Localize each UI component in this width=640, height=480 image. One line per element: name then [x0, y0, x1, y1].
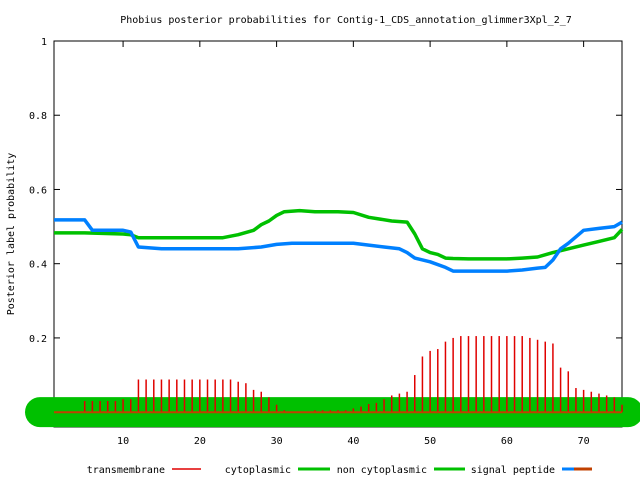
- series-signal-peptide: [54, 218, 623, 273]
- x-tick-label: 20: [194, 436, 206, 447]
- y-tick-label: 0.4: [29, 260, 47, 271]
- y-tick-label: 1: [41, 37, 47, 48]
- legend-label: transmembrane: [87, 465, 165, 476]
- series-non-cytoplasmic: [54, 208, 624, 261]
- legend-label: non cytoplasmic: [337, 465, 427, 476]
- plot-area: 0.2 0.4 0.6 0.8 1 10 20 30 40 50 60 70: [25, 37, 640, 447]
- legend: transmembrane cytoplasmic non cytoplasmic s…: [87, 465, 592, 476]
- chart-title: Phobius posterior probabilities for Cont…: [120, 15, 572, 26]
- x-tick-label: 30: [271, 436, 283, 447]
- y-axis-label: Posterior label probability: [6, 153, 17, 316]
- x-tick-label: 50: [424, 436, 436, 447]
- legend-label: cytoplasmic: [225, 465, 291, 476]
- x-tick-label: 60: [501, 436, 513, 447]
- y-tick-label: 0.2: [29, 334, 47, 345]
- x-tick-label: 40: [347, 436, 359, 447]
- legend-label: signal peptide: [471, 465, 555, 476]
- plot-frame: [53, 40, 623, 428]
- y-tick-label: 0.6: [29, 185, 47, 196]
- y-tick-label: 0.8: [29, 111, 47, 122]
- x-tick-label: 10: [117, 436, 129, 447]
- x-tick-label: 70: [578, 436, 590, 447]
